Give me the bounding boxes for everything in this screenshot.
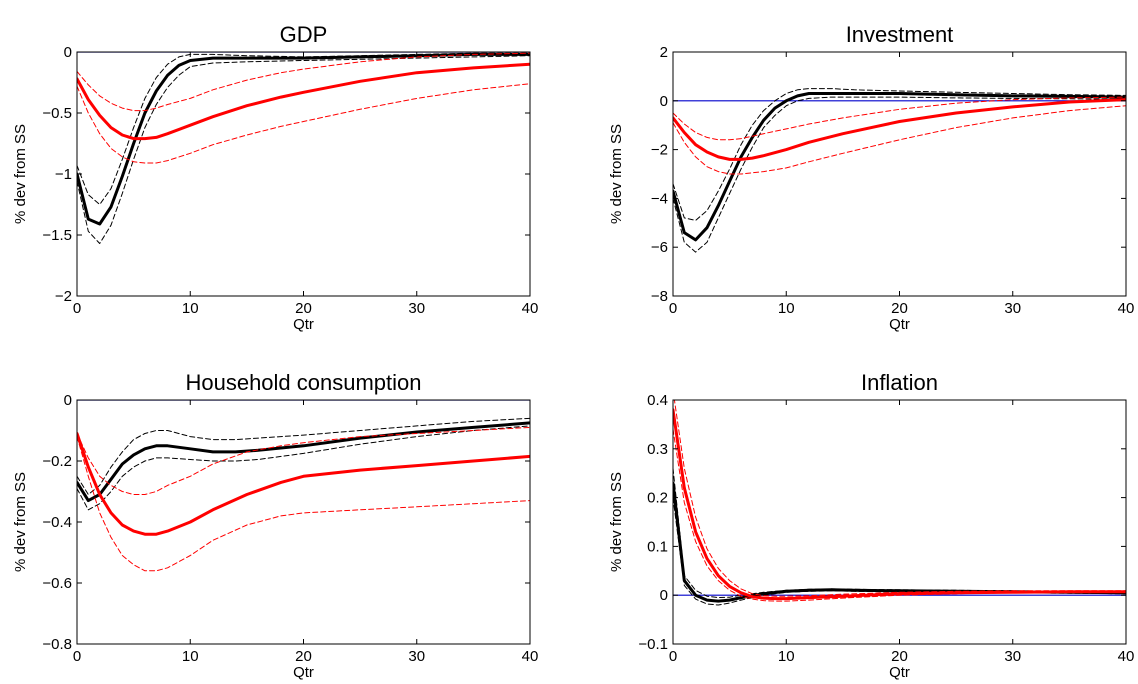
series-line-red-dashed-4 [673, 96, 1126, 141]
y-tick-label: 0 [64, 392, 72, 409]
y-tick-label: −1.5 [42, 227, 72, 244]
series-line-black-dashed-1 [673, 88, 1126, 221]
plot-lines [673, 88, 1126, 253]
x-tick-label: 40 [522, 648, 539, 665]
x-tick-label: 10 [778, 648, 795, 665]
x-tick-label: 0 [669, 300, 677, 317]
series-line-red-solid-3 [673, 98, 1126, 161]
y-tick-label: 0.4 [647, 392, 668, 409]
x-axis-label: Qtr [889, 316, 910, 333]
y-tick-label: 2 [660, 44, 668, 61]
x-tick-label: 40 [522, 300, 539, 317]
series-line-red-dashed-5 [77, 436, 530, 572]
y-tick-label: 0.1 [647, 538, 668, 555]
series-line-black-solid-0 [77, 421, 530, 503]
plot-lines [77, 400, 530, 572]
series-line-red-solid-3 [673, 408, 1126, 601]
series-line-red-dashed-5 [673, 105, 1126, 175]
x-tick-label: 20 [891, 648, 908, 665]
y-tick-label: −0.5 [42, 105, 72, 122]
y-tick-label: −0.6 [42, 575, 72, 592]
chart-investment: 0 10 20 30 40 −8 −6 −4 −2 0 2 Investment Qtr % dev fr… [608, 22, 1134, 333]
chart-title: GDP [280, 22, 328, 47]
series-line-black-solid-0 [77, 52, 530, 226]
y-tick-label: −4 [651, 190, 668, 207]
series-line-red-dashed-4 [77, 52, 530, 112]
series-line-black-dashed-1 [77, 52, 530, 205]
chart-gdp: 0 10 20 30 40 −2 −1.5 −1 −0.5 0 GDP Qtr % dev from S… [12, 22, 538, 333]
plot-area [77, 52, 530, 296]
y-axis-label: % dev from SS [12, 472, 29, 572]
chart-title: Inflation [861, 370, 938, 395]
y-axis-label: % dev from SS [608, 124, 625, 224]
series-line-black-dashed-1 [77, 417, 530, 495]
series-line-red-solid-3 [77, 432, 530, 536]
x-tick-label: 10 [182, 300, 199, 317]
series-line-black-solid-0 [673, 92, 1126, 242]
series-line-black-dashed-2 [77, 55, 530, 244]
y-tick-label: 0.2 [647, 490, 668, 507]
y-tick-label: 0.3 [647, 441, 668, 458]
x-tick-label: 0 [73, 648, 81, 665]
y-tick-label: −2 [651, 142, 668, 159]
y-axis-label: % dev from SS [608, 472, 625, 572]
x-tick-label: 10 [182, 648, 199, 665]
x-tick-label: 30 [1004, 648, 1021, 665]
x-tick-label: 0 [669, 648, 677, 665]
y-tick-label: −8 [651, 288, 668, 305]
chart-title: Investment [846, 22, 954, 47]
y-tick-label: −2 [55, 288, 72, 305]
x-tick-label: 30 [408, 300, 425, 317]
y-tick-label: −0.4 [42, 514, 72, 531]
plot-lines [77, 52, 530, 244]
series-line-red-dashed-5 [77, 83, 530, 164]
x-tick-label: 40 [1118, 300, 1135, 317]
x-tick-label: 40 [1118, 648, 1135, 665]
plot-lines [673, 400, 1126, 606]
x-axis-label: Qtr [293, 664, 314, 681]
x-tick-label: 30 [1004, 300, 1021, 317]
x-axis-label: Qtr [889, 664, 910, 681]
y-tick-label: 0 [64, 44, 72, 61]
plot-area [77, 400, 530, 644]
series-line-red-dashed-4 [673, 428, 1126, 602]
series-line-black-dashed-2 [77, 425, 530, 511]
chart-household-consumption: 0 10 20 30 40 −0.8 −0.6 −0.4 −0.2 0 Household cons… [12, 370, 538, 681]
x-tick-label: 0 [73, 300, 81, 317]
series-line-black-dashed-2 [673, 96, 1126, 253]
chart-title: Household consumption [185, 370, 421, 395]
y-tick-label: 0 [660, 587, 668, 604]
y-axis-label: % dev from SS [12, 124, 29, 224]
series-line-black-dashed-1 [673, 467, 1126, 599]
chart-inflation: 0 10 20 30 40−0.100.10.20.30.4InflationQtr% … [608, 370, 1134, 681]
series-line-red-dashed-4 [77, 426, 530, 495]
series-line-red-dashed-5 [673, 400, 1126, 597]
x-tick-label: 30 [408, 648, 425, 665]
plot-area [673, 400, 1126, 644]
y-tick-label: 0 [660, 93, 668, 110]
y-tick-label: −1 [55, 166, 72, 183]
x-tick-label: 20 [891, 300, 908, 317]
y-tick-label: −0.2 [42, 453, 72, 470]
y-tick-label: −0.8 [42, 636, 72, 653]
y-tick-label: −6 [651, 239, 668, 256]
x-tick-label: 10 [778, 300, 795, 317]
x-axis-label: Qtr [293, 316, 314, 333]
x-tick-label: 20 [295, 300, 312, 317]
y-tick-label: −0.1 [638, 636, 668, 653]
x-tick-label: 20 [295, 648, 312, 665]
series-line-red-solid-3 [77, 62, 530, 141]
